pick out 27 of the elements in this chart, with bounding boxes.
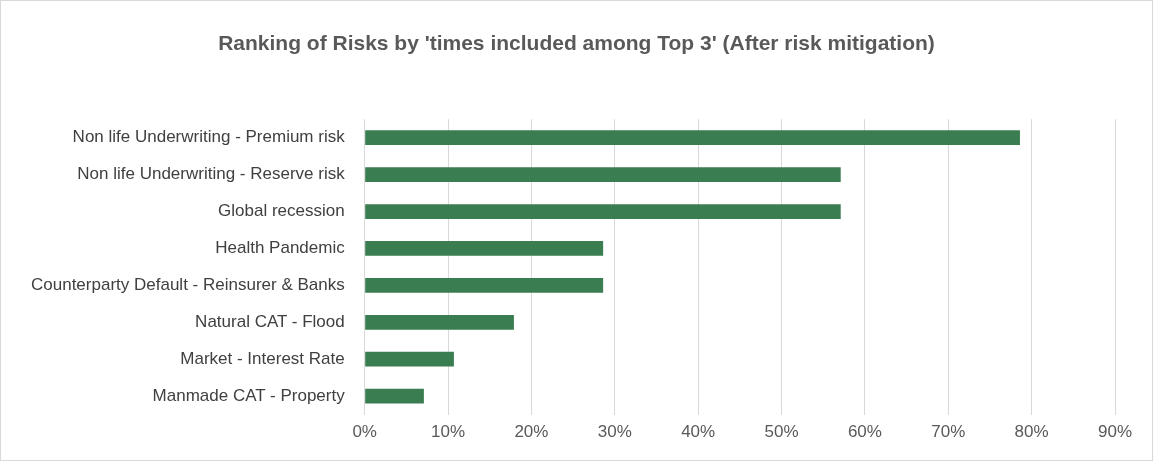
bar (365, 314, 514, 330)
x-tick-label: 80% (1014, 422, 1049, 442)
x-tick-label: 60% (847, 422, 882, 442)
y-tick-label: Counterparty Default - Reinsurer & Banks (30, 275, 345, 295)
y-tick-label: Non life Underwriting - Reserve risk (77, 164, 346, 184)
x-tick-label: 0% (352, 422, 377, 442)
x-tick-label: 20% (514, 422, 549, 442)
bar (365, 277, 604, 293)
x-tick-label: 90% (1097, 422, 1133, 442)
x-tick-label: 30% (597, 422, 632, 442)
y-tick-label: Health Pandemic (215, 238, 346, 258)
chart-title: Ranking of Risks by 'times included among Top 3' (After risk mitigation) (217, 31, 936, 55)
bar (365, 241, 604, 256)
x-tick-label: 40% (681, 422, 716, 442)
y-tick-label: Market - Interest Rate (180, 348, 345, 368)
y-tick-label: Global recession (218, 201, 345, 221)
bar (365, 130, 1020, 146)
y-tick-label: Natural CAT - Flood (195, 311, 345, 331)
y-tick-label: Non life Underwriting - Premium risk (72, 127, 346, 147)
bar (365, 204, 841, 219)
y-tick-label: Manmade CAT - Property (152, 385, 346, 405)
bar (365, 167, 841, 182)
bar (365, 351, 454, 367)
x-tick-label: 50% (764, 422, 799, 442)
x-tick-label: 70% (931, 422, 966, 442)
bar (365, 388, 424, 404)
x-tick-label: 10% (431, 422, 466, 442)
